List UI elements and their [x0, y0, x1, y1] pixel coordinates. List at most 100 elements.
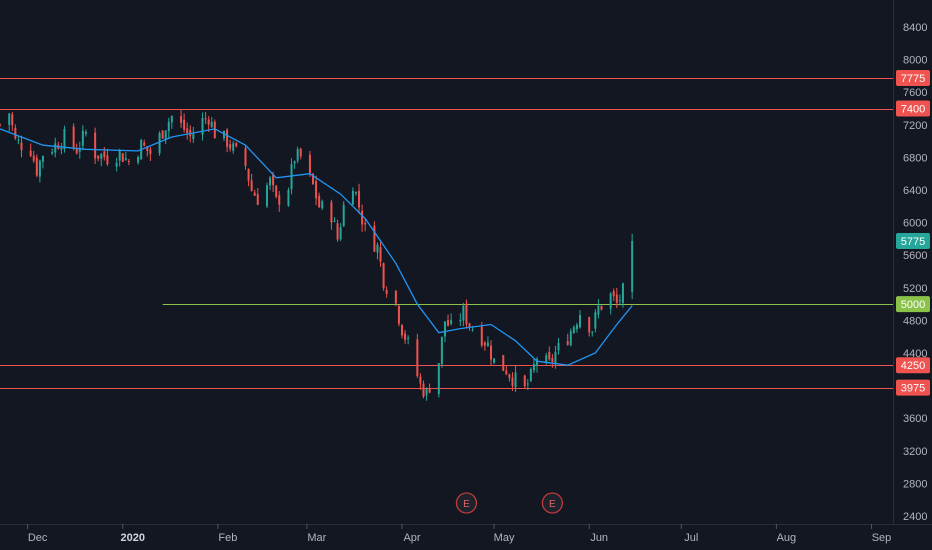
- candle-body: [250, 180, 253, 191]
- candle-body: [526, 383, 529, 385]
- candle-body: [265, 185, 268, 207]
- candle-body: [508, 374, 511, 378]
- candle-body: [523, 375, 526, 387]
- price-badge-5000: [896, 296, 930, 313]
- month-tick-label: Mar: [307, 532, 326, 544]
- candle-body: [505, 370, 508, 375]
- candle-body: [480, 326, 483, 346]
- candle-body: [554, 351, 557, 364]
- candle-body: [621, 283, 624, 304]
- candle-body: [81, 130, 84, 146]
- candle-body: [612, 291, 615, 297]
- candle-body: [361, 210, 364, 225]
- candle-body: [615, 294, 618, 303]
- candle-body: [486, 342, 489, 347]
- candle-body: [170, 116, 173, 123]
- candle-body: [63, 128, 66, 149]
- candle-body: [447, 320, 450, 326]
- price-tick-label: 6800: [903, 152, 927, 164]
- price-tick-label: 8000: [903, 55, 927, 67]
- candle-body: [569, 331, 572, 346]
- candle-body: [213, 121, 216, 139]
- candle-body: [578, 315, 581, 328]
- candle-body: [493, 358, 496, 363]
- candle-body: [557, 342, 560, 351]
- moving-average-line: [0, 128, 633, 366]
- price-badge-label: 7775: [901, 73, 925, 85]
- candle-body: [364, 222, 367, 225]
- candle-body: [296, 149, 299, 161]
- earnings-marker[interactable]: [455, 492, 478, 514]
- candle-body: [235, 142, 238, 147]
- candle-body: [514, 372, 517, 388]
- month-tick-label: Aug: [777, 532, 797, 544]
- candle-body: [124, 158, 127, 160]
- price-badge-label: 5000: [901, 299, 925, 311]
- candle-body: [51, 151, 54, 154]
- candle-body: [532, 364, 535, 371]
- time-axis[interactable]: Dec 2020 Feb Mar Apr May Jun Jul Aug Sep: [27, 524, 892, 544]
- candle-body: [459, 319, 462, 321]
- candle-body: [143, 142, 146, 146]
- month-tick-label: Sep: [872, 532, 892, 544]
- candle-body: [192, 134, 195, 139]
- price-tick-label: 4400: [903, 348, 927, 360]
- price-tick-label: 6000: [903, 218, 927, 230]
- candle-body: [204, 118, 207, 120]
- candle-body: [468, 323, 471, 328]
- candle-body: [536, 359, 539, 366]
- candle-body: [253, 192, 256, 196]
- candle-body: [428, 389, 431, 393]
- price-badge-7775: [896, 69, 930, 86]
- candle-body: [382, 263, 385, 289]
- earnings-marker[interactable]: [541, 492, 564, 514]
- price-axis[interactable]: 8400 8000 7600 7200 6800 6400 6000 5600 5200 4800…: [903, 22, 927, 523]
- price-badge-label: 4250: [901, 360, 925, 372]
- candle-body: [29, 150, 32, 157]
- candle-body: [8, 113, 11, 125]
- candle-body: [351, 190, 354, 205]
- candle-body: [11, 114, 14, 126]
- candle-body: [511, 377, 514, 386]
- candle-body: [407, 337, 410, 339]
- month-tick-label: Jul: [684, 532, 698, 544]
- price-badge-7400: [896, 100, 930, 117]
- candle-body: [437, 362, 440, 395]
- candle-body: [75, 149, 78, 154]
- candle-body: [244, 147, 247, 166]
- candle-body: [321, 201, 324, 209]
- candle-body: [342, 204, 345, 227]
- candle-body: [290, 164, 293, 190]
- candle-body: [275, 185, 278, 197]
- candle-body: [278, 195, 281, 205]
- candle-body: [118, 150, 121, 161]
- candle-body: [404, 333, 407, 341]
- candle-body: [376, 244, 379, 253]
- month-tick-label: May: [494, 532, 515, 544]
- candle-body: [32, 155, 35, 161]
- candle-body: [121, 153, 124, 162]
- candle-body: [269, 177, 272, 186]
- price-badge-3975: [896, 379, 930, 396]
- candle-body: [207, 119, 210, 125]
- price-tick-label: 4800: [903, 315, 927, 327]
- month-tick-label: Apr: [403, 532, 420, 544]
- earnings-marker-label: E: [549, 499, 556, 510]
- candle-body: [379, 247, 382, 262]
- candle-body: [631, 240, 634, 292]
- candle-body: [210, 121, 213, 127]
- candles: [0, 109, 634, 401]
- candle-body: [127, 161, 130, 163]
- month-tick-label: 2020: [121, 532, 145, 544]
- candle-body: [35, 157, 38, 176]
- price-badge-label: 5775: [901, 236, 925, 248]
- candle-body: [443, 321, 446, 337]
- candle-body: [106, 155, 109, 165]
- candle-body: [548, 351, 551, 360]
- candle-body: [597, 305, 600, 315]
- candle-body: [545, 355, 548, 363]
- price-tick-label: 6400: [903, 185, 927, 197]
